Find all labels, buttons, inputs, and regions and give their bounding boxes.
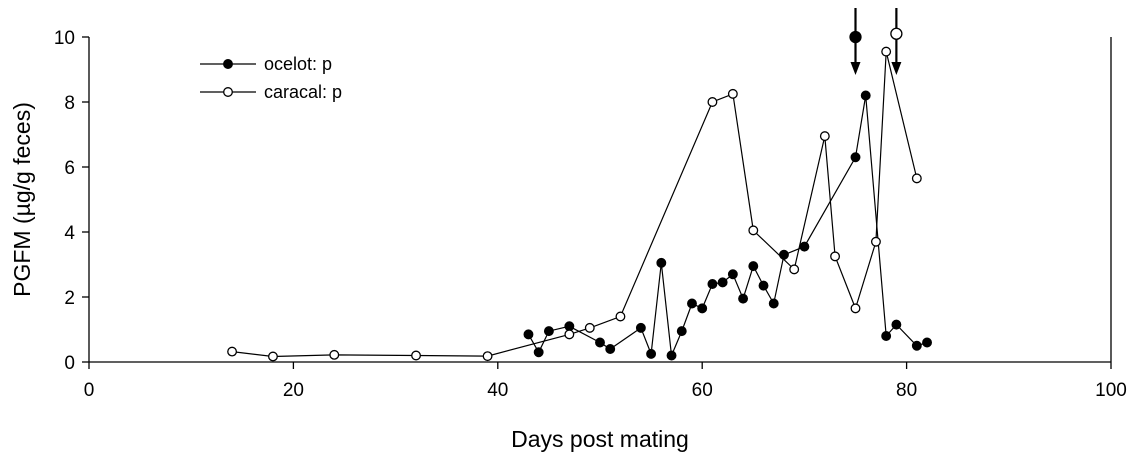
data-point — [819, 131, 830, 142]
data-point — [922, 337, 932, 348]
data-point — [268, 351, 278, 362]
data-point — [727, 88, 738, 99]
data-point — [768, 298, 779, 309]
data-point — [676, 326, 687, 337]
data-point — [595, 337, 605, 348]
data-point — [738, 293, 749, 304]
data-point — [329, 349, 340, 360]
series-0 — [523, 90, 932, 361]
arrow-annotation — [890, 8, 903, 75]
data-point — [850, 152, 861, 163]
arrow-marker — [890, 27, 903, 40]
data-point — [727, 269, 738, 280]
data-point — [605, 344, 616, 354]
x-tick-label: 40 — [487, 380, 508, 401]
data-point — [830, 251, 841, 262]
annotations — [849, 8, 903, 75]
series-line — [527, 95, 928, 358]
data-point — [697, 303, 708, 314]
data-point — [789, 264, 800, 275]
data-point — [860, 90, 871, 101]
data-point — [911, 340, 922, 351]
y-tick-label: 2 — [64, 288, 75, 309]
y-tick-label: 8 — [64, 93, 75, 114]
data-point — [748, 225, 759, 236]
legend-label: ocelot: p — [264, 54, 332, 74]
data-point — [799, 241, 810, 252]
data-point — [707, 97, 718, 107]
data-point — [564, 321, 575, 332]
arrow-head — [891, 62, 902, 75]
x-tick-label: 0 — [84, 380, 95, 401]
data-point — [881, 331, 892, 341]
series-layer — [227, 46, 932, 362]
data-point — [748, 261, 759, 272]
legend-marker — [223, 87, 233, 97]
data-point — [850, 303, 861, 314]
data-point — [411, 350, 421, 361]
data-point — [615, 311, 626, 322]
legend-marker — [223, 59, 233, 69]
data-point — [758, 280, 769, 291]
data-point — [656, 257, 667, 268]
tick-labels: 0 20 40 60 80 100 0 2 4 6 8 10 — [54, 28, 1127, 401]
data-point — [870, 236, 881, 247]
data-point — [523, 329, 534, 340]
y-axis-title: PGFM (µg/g feces) — [9, 102, 35, 297]
x-tick-label: 80 — [896, 380, 917, 401]
x-axis-title: Days post mating — [511, 426, 689, 452]
y-tick-label: 4 — [64, 223, 75, 244]
x-tick-label: 60 — [692, 380, 713, 401]
x-tick-label: 20 — [283, 380, 304, 401]
data-point — [584, 322, 595, 333]
axes — [88, 37, 1112, 363]
legend-item-1: caracal: p — [200, 82, 342, 102]
data-point — [482, 351, 493, 362]
arrow-annotation — [849, 8, 862, 75]
y-tick-label: 0 — [64, 353, 75, 374]
data-point — [533, 347, 544, 358]
data-point — [881, 46, 892, 57]
legend: ocelot: p caracal: p — [200, 54, 342, 102]
tick-marks — [82, 36, 1112, 369]
series-1 — [227, 46, 922, 362]
data-point — [635, 322, 646, 333]
series-line — [232, 51, 918, 358]
data-point — [707, 279, 718, 289]
data-point — [717, 277, 728, 288]
data-point — [779, 249, 789, 260]
arrow-head — [850, 62, 861, 75]
y-tick-label: 6 — [64, 158, 75, 179]
data-point — [687, 298, 697, 309]
data-point — [543, 326, 554, 337]
legend-item-0: ocelot: p — [200, 54, 332, 74]
arrow-marker — [849, 30, 862, 44]
data-point — [564, 329, 575, 340]
data-point — [911, 173, 922, 184]
data-point — [891, 319, 902, 330]
data-point — [227, 346, 238, 357]
y-tick-label: 10 — [54, 28, 75, 49]
data-point — [666, 350, 677, 361]
data-point — [646, 348, 657, 359]
legend-label: caracal: p — [264, 82, 342, 102]
x-tick-label: 100 — [1095, 380, 1127, 401]
